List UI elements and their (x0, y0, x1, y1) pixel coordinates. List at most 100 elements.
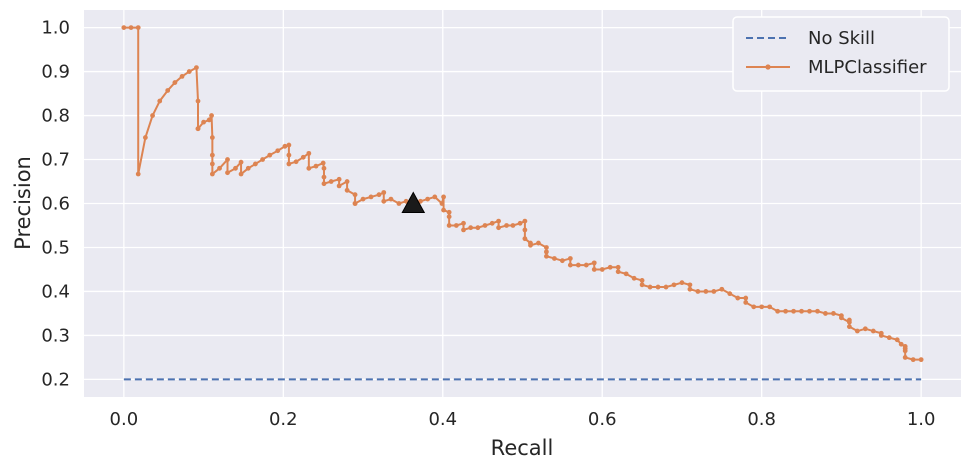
mlp-point (344, 179, 350, 184)
mlp-point (544, 245, 549, 250)
mlp-point (870, 328, 876, 334)
mlp-point (238, 171, 244, 177)
mlp-point (128, 25, 134, 30)
mlp-point (631, 275, 637, 281)
mlp-point (807, 308, 812, 314)
mlp-point (687, 286, 693, 292)
mlp-point (918, 357, 924, 363)
mlp-point (293, 159, 299, 165)
mlp-point (209, 152, 215, 158)
mlp-point (510, 223, 516, 228)
mlp-point (743, 295, 749, 301)
mlp-point (482, 223, 488, 228)
y-tick-label: 0.8 (41, 106, 70, 127)
x-axis-label: Recall (491, 436, 554, 460)
mlp-point (360, 196, 366, 202)
mlp-point (245, 165, 251, 171)
y-tick-label: 0.6 (41, 194, 70, 215)
mlp-point (441, 194, 446, 200)
mlp-point (783, 308, 788, 314)
mlp-point (591, 260, 597, 266)
mlp-point (352, 192, 358, 198)
mlp-point (275, 148, 281, 154)
mlp-point (559, 258, 565, 264)
mlp-point (831, 311, 836, 316)
best-threshold-marker (401, 191, 426, 213)
mlp-point (854, 328, 860, 334)
mlp-point (336, 176, 342, 182)
mlp-point (517, 220, 523, 226)
mlp-point (461, 220, 466, 226)
mlp-point (591, 267, 597, 272)
mlp-point (381, 190, 387, 195)
mlp-point (157, 98, 163, 104)
mlp-point (233, 165, 238, 171)
mlp-point (623, 271, 629, 277)
mlp-point (751, 304, 757, 310)
mlp-point (194, 65, 199, 71)
mlp-point (735, 295, 741, 301)
mlp-point (206, 117, 212, 123)
mlp-point (679, 280, 685, 286)
mlp-point (615, 264, 621, 270)
mlp-point (396, 201, 402, 206)
mlp-point (767, 304, 773, 310)
mlp-point (446, 214, 452, 220)
mlp-point (791, 308, 796, 314)
mlp-point (639, 282, 645, 288)
mlp-point (286, 161, 292, 167)
mlp-point (306, 165, 312, 171)
mlp-point (225, 170, 230, 176)
mlp-point (352, 201, 358, 206)
mlp-point (607, 264, 613, 270)
mlp-point (536, 240, 541, 246)
mlp-point (902, 348, 908, 354)
mlp-point (522, 236, 528, 242)
mlp-point (172, 80, 178, 85)
mlp-point (567, 256, 573, 261)
mlp-point (663, 284, 669, 290)
mlp-point (703, 289, 709, 294)
mlp-point (504, 223, 509, 228)
mlp-point (894, 337, 900, 343)
mlp-point (201, 119, 206, 125)
y-tick-label: 0.9 (41, 62, 70, 83)
mlp-point (453, 223, 459, 228)
mlp-point (209, 161, 215, 167)
y-tick-label: 0.2 (41, 369, 70, 390)
mlp-point (647, 284, 653, 290)
legend-mlp-marker (765, 64, 771, 70)
mlp-point (286, 142, 292, 148)
mlp-point (727, 291, 733, 297)
mlp-point (862, 326, 868, 332)
x-tick-label: 1.0 (907, 409, 936, 430)
mlp-point (615, 269, 621, 275)
mlp-point (743, 300, 749, 305)
mlp-point (671, 282, 677, 288)
mlp-point (344, 187, 350, 193)
mlp-point (475, 225, 481, 231)
mlp-point (282, 143, 288, 149)
mlp-point (253, 161, 258, 167)
mlp-point (655, 284, 661, 290)
mlp-point (225, 157, 230, 162)
mlp-point (432, 194, 438, 200)
legend-mlp-label: MLPClassifier (808, 57, 927, 78)
mlp-point (496, 225, 501, 231)
mlp-point (544, 253, 549, 259)
mlp-point (209, 113, 214, 118)
mlp-point (522, 227, 528, 233)
y-tick-label: 0.4 (41, 281, 70, 302)
mlp-point (320, 160, 326, 166)
x-tick-label: 0.8 (747, 409, 776, 430)
mlp-point (195, 126, 201, 132)
mlp-point (238, 159, 244, 165)
grid-lines (84, 10, 961, 397)
mlp-point (910, 357, 916, 363)
mlp-point (846, 317, 852, 323)
mlp-point (695, 289, 701, 294)
mlp-point (186, 69, 192, 74)
mlp-point (886, 335, 892, 341)
mlp-point (599, 267, 605, 272)
